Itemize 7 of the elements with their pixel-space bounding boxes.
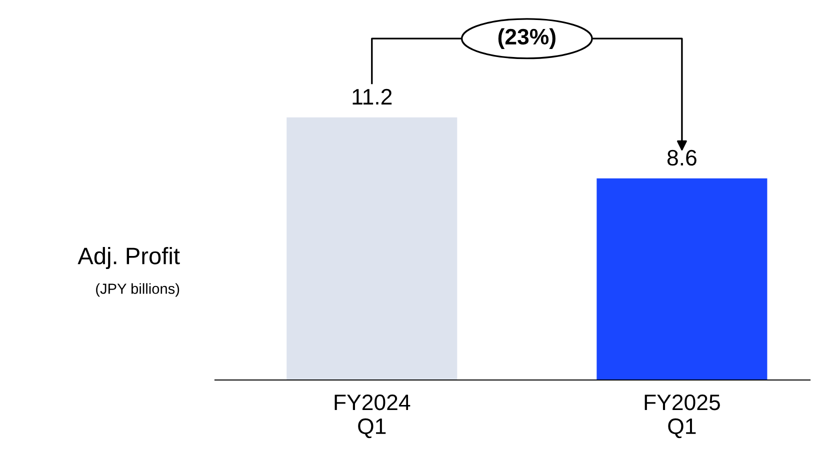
text: (23%) <box>498 28 556 49</box>
x-tick-label: FY2024 Q1 <box>334 394 410 438</box>
y-axis-title: Adj. Profit <box>78 246 180 270</box>
data-label: 11.2 <box>352 88 392 104</box>
data-label: 8.6 <box>667 150 696 166</box>
x-tick-label: FY2025 Q1 <box>644 394 720 438</box>
text: (JPY billions) <box>96 283 180 297</box>
